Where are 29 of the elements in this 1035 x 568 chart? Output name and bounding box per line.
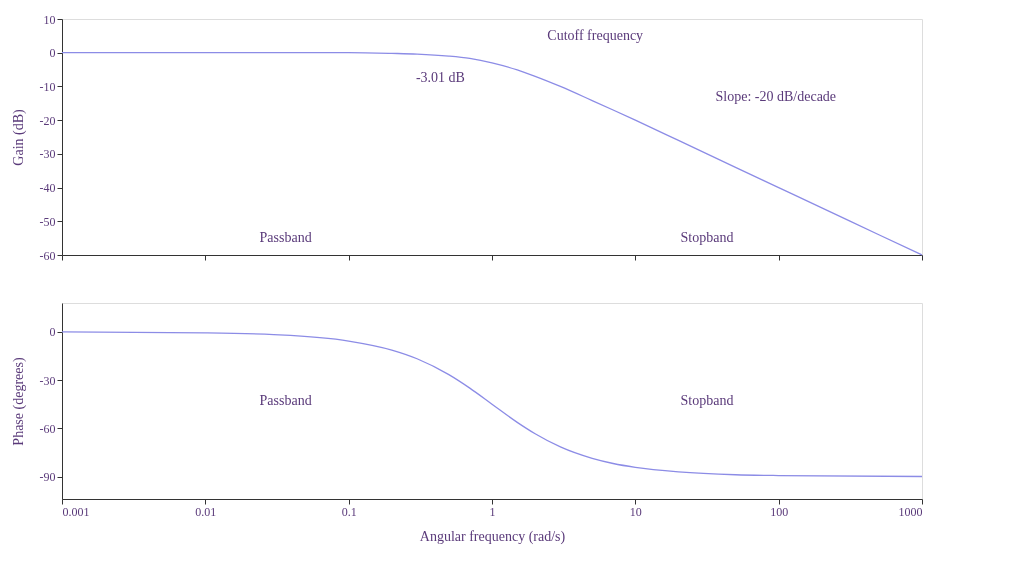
y-tick-label: -60 bbox=[39, 421, 56, 436]
y-axis-title: Gain (dB) bbox=[10, 108, 27, 166]
x-tick-label: 1 bbox=[489, 504, 496, 519]
annotation: Slope: -20 dB/decade bbox=[715, 88, 837, 104]
annotation: Passband bbox=[259, 230, 312, 246]
x-tick-label: 0.001 bbox=[62, 504, 90, 519]
y-tick-label: 10 bbox=[43, 12, 56, 27]
y-tick-label: -30 bbox=[39, 373, 56, 388]
y-tick-label: -50 bbox=[39, 214, 56, 229]
y-tick-label: -90 bbox=[39, 470, 56, 485]
y-tick-label: -30 bbox=[39, 147, 56, 162]
x-tick-label: 0.01 bbox=[195, 504, 217, 519]
y-tick-label: 0 bbox=[49, 325, 56, 340]
x-tick-label: 100 bbox=[770, 504, 789, 519]
x-axis-title: Angular frequency (rad/s) bbox=[419, 528, 566, 545]
y-tick-label: 0 bbox=[49, 46, 56, 61]
annotation: Stopband bbox=[680, 393, 734, 408]
y-tick-label: -20 bbox=[39, 113, 56, 128]
annotation: Stopband bbox=[680, 230, 734, 246]
x-tick-label: 1000 bbox=[898, 504, 923, 519]
y-axis-title: Phase (degrees) bbox=[10, 357, 27, 446]
annotation: Cutoff frequency bbox=[547, 27, 644, 43]
y-tick-label: -60 bbox=[39, 248, 56, 263]
annotation: -3.01 dB bbox=[415, 70, 465, 85]
x-tick-label: 0.1 bbox=[341, 504, 357, 519]
annotation: Passband bbox=[259, 393, 312, 408]
x-tick-label: 10 bbox=[629, 504, 642, 519]
y-tick-label: -10 bbox=[39, 79, 56, 94]
y-tick-label: -40 bbox=[39, 181, 56, 196]
